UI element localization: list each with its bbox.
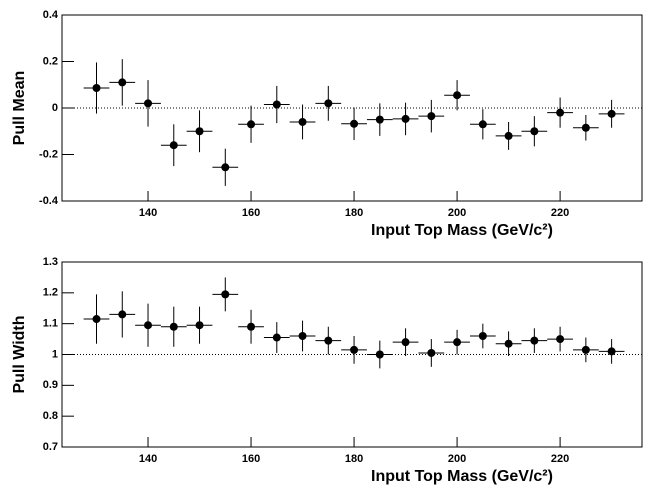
y-tick-label: 0	[52, 102, 58, 114]
x-axis-title: Input Top Mass (GeV/c²)	[371, 222, 553, 239]
point	[118, 310, 127, 319]
point	[478, 332, 487, 340]
point	[607, 347, 616, 356]
point	[581, 345, 590, 354]
point	[195, 127, 204, 136]
x-tick-label: 140	[139, 453, 157, 465]
point	[144, 99, 153, 108]
point	[478, 120, 487, 129]
point	[169, 322, 178, 331]
y-tick-label: -0.4	[39, 195, 59, 207]
point	[427, 112, 436, 121]
x-tick-label: 220	[551, 207, 569, 219]
point	[607, 109, 616, 118]
point	[530, 127, 539, 136]
x-tick-label: 200	[448, 453, 466, 465]
point	[272, 333, 281, 342]
point	[272, 100, 281, 109]
y-axis-title: Pull Width	[11, 315, 28, 393]
point	[556, 108, 565, 117]
point	[324, 99, 333, 108]
x-tick-label: 180	[345, 453, 363, 465]
y-tick-label: 0.7	[43, 441, 58, 453]
point	[169, 141, 178, 150]
point	[504, 131, 513, 140]
x-axis-title: Input Top Mass (GeV/c²)	[371, 468, 553, 485]
x-tick-label: 160	[242, 207, 260, 219]
x-tick-label: 140	[139, 207, 157, 219]
point	[504, 339, 513, 348]
point	[144, 321, 153, 330]
point	[375, 350, 384, 359]
x-tick-label: 220	[551, 453, 569, 465]
point	[298, 117, 307, 126]
point	[298, 332, 307, 340]
point	[247, 120, 256, 129]
point	[453, 338, 462, 347]
point	[118, 78, 127, 87]
point	[530, 336, 539, 345]
y-tick-label: 0.4	[43, 9, 59, 21]
y-tick-label: 1.2	[43, 287, 58, 299]
point	[350, 119, 359, 128]
y-tick-label: 0.9	[43, 379, 58, 391]
point	[581, 123, 590, 132]
point	[324, 336, 333, 345]
x-tick-label: 160	[242, 453, 260, 465]
point	[195, 321, 204, 330]
point	[427, 348, 436, 357]
x-tick-label: 200	[448, 207, 466, 219]
y-axis-title: Pull Mean	[11, 71, 28, 146]
point	[221, 163, 230, 172]
y-tick-label: 1.3	[43, 256, 58, 268]
point	[401, 114, 410, 123]
x-tick-label: 180	[345, 207, 363, 219]
y-tick-label: -0.2	[39, 148, 58, 160]
point	[247, 322, 256, 331]
point	[453, 91, 462, 100]
y-tick-label: 1.1	[43, 318, 58, 330]
point	[556, 335, 565, 344]
y-tick-label: 0.2	[43, 55, 58, 67]
y-tick-label: 1	[52, 348, 58, 360]
point	[221, 290, 230, 299]
point	[350, 345, 359, 354]
point	[92, 84, 101, 93]
point	[401, 338, 410, 347]
y-tick-label: 0.8	[43, 410, 58, 422]
point	[375, 115, 384, 124]
point	[92, 315, 101, 324]
